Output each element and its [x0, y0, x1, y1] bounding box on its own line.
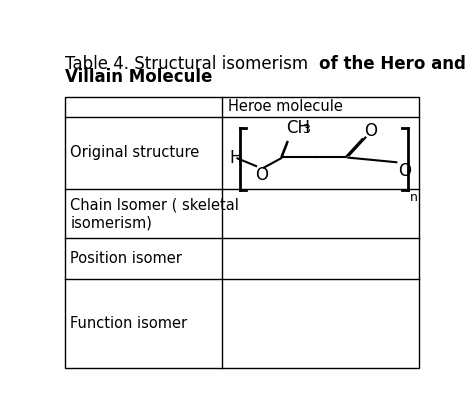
- Text: Position isomer: Position isomer: [70, 251, 182, 266]
- Text: CH: CH: [286, 119, 310, 137]
- Text: Original structure: Original structure: [70, 145, 200, 161]
- Text: Villain Molecule: Villain Molecule: [65, 68, 213, 86]
- Text: O: O: [364, 122, 377, 140]
- Text: O: O: [255, 166, 268, 184]
- Text: Chain Isomer ( skeletal
isomerism): Chain Isomer ( skeletal isomerism): [70, 198, 239, 230]
- Text: 3: 3: [302, 123, 310, 136]
- Bar: [65, 97, 419, 368]
- Text: Heroe molecule: Heroe molecule: [228, 99, 343, 114]
- Text: O: O: [398, 163, 411, 181]
- Text: n: n: [410, 191, 418, 204]
- Text: Function isomer: Function isomer: [70, 316, 187, 331]
- Text: of the Hero and: of the Hero and: [319, 55, 466, 73]
- Text: H: H: [230, 149, 242, 167]
- Text: Table 4. Structural isomerism: Table 4. Structural isomerism: [65, 55, 319, 73]
